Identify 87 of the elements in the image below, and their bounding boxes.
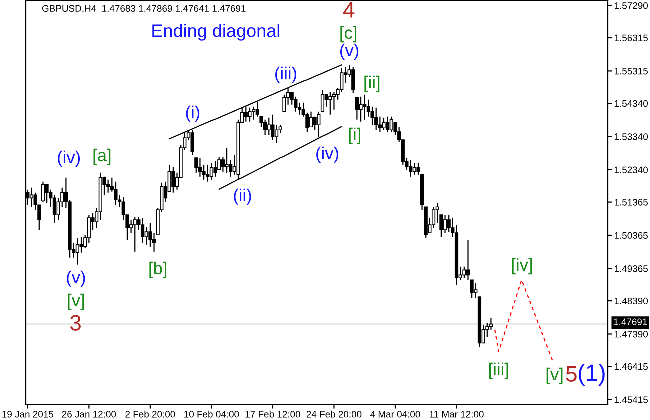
candlestick: [194, 157, 198, 174]
x-tick-label: 4 Mar 04:00: [370, 411, 420, 418]
x-tick-label: 2 Feb 20:00: [126, 410, 176, 418]
candlestick: [271, 114, 275, 141]
candlestick: [248, 107, 252, 122]
candlestick: [363, 94, 367, 120]
candlestick: [462, 266, 466, 279]
candlestick: [114, 181, 118, 206]
y-tick-label: 1.47390: [614, 331, 648, 338]
candlestick: [443, 214, 448, 234]
candlestick: [352, 66, 356, 94]
y-tick-label: 1.46415: [614, 363, 648, 370]
y-tick-label: 1.53340: [614, 134, 648, 140]
candlestick: [76, 237, 80, 266]
candlestick: [409, 159, 413, 178]
ref-line-label: 1.47691: [614, 318, 648, 326]
x-tick-label: 26 Jan 12:00: [62, 411, 116, 418]
candlestick: [252, 106, 256, 120]
candlestick: [140, 218, 145, 244]
y-tick-label: 1.51365: [614, 199, 648, 206]
candlestick: [133, 216, 137, 252]
annotation: (ii): [234, 188, 252, 206]
candlestick: [80, 236, 84, 254]
annotation: [iii]: [490, 362, 508, 380]
x-tick-label: 11 Mar 12:00: [430, 411, 484, 418]
x-tick-label: 10 Feb 04:00: [184, 410, 240, 418]
annotation: [v]: [546, 368, 563, 384]
candlestick: [244, 106, 248, 122]
candlestick: [447, 214, 451, 233]
candlestick: [386, 116, 390, 133]
y-tick-label: 1.52340: [614, 166, 648, 174]
annotation: (iv): [316, 146, 339, 164]
y-tick-label: 1.56315: [614, 34, 648, 42]
candlestick: [264, 119, 268, 136]
candlestick: [87, 214, 91, 244]
candlestick: [309, 111, 314, 128]
x-tick-label: 19 Jan 2015: [2, 411, 54, 418]
annotation: (v): [67, 270, 86, 288]
annotation: [v]: [68, 294, 84, 310]
line-series: [494, 280, 554, 361]
annotation: [ii]: [364, 76, 380, 92]
chart-title: GBPUSD,H4 1.47683 1.47869 1.47641 1.47691: [42, 5, 246, 14]
y-tick-label: 1.48390: [614, 298, 648, 305]
candlestick: [30, 187, 34, 208]
candlestick: [144, 226, 148, 246]
annotation: (v): [340, 44, 359, 60]
annotation: Ending diagonal: [152, 24, 280, 41]
annotation: (iii): [275, 66, 296, 84]
annotation: [c]: [340, 26, 357, 43]
y-tick-label: 1.55315: [614, 68, 648, 75]
annotation: (1): [578, 364, 605, 386]
y-tick-label: 1.50365: [614, 232, 648, 240]
candlestick: [45, 184, 49, 204]
candlestick: [210, 162, 214, 180]
annotation: 5: [566, 366, 577, 382]
candlestick: [41, 181, 46, 203]
candlestick: [294, 96, 298, 112]
candlestick: [328, 91, 332, 116]
candlestick: [214, 160, 218, 178]
annotation: [a]: [94, 148, 111, 166]
annotation: 4: [343, 2, 355, 18]
candlestick: [267, 117, 271, 136]
candlestick: [390, 116, 394, 133]
candlestick: [382, 117, 386, 131]
annotation: [iv]: [512, 258, 532, 275]
candlestick: [359, 96, 363, 122]
candlestick: [198, 157, 202, 178]
x-tick-label: 24 Feb 20:00: [306, 410, 362, 418]
candlestick: [313, 116, 317, 131]
y-tick-label: 1.49365: [614, 266, 648, 272]
x-tick-label: 17 Feb 12:00: [246, 410, 300, 418]
candlestick: [106, 179, 110, 194]
annotation: (i): [186, 106, 200, 122]
y-tick-label: 1.57290: [614, 2, 648, 10]
annotation: (iv): [58, 150, 80, 168]
annotation: [b]: [150, 262, 167, 278]
candlestick: [225, 147, 229, 174]
y-tick-label: 1.45415: [614, 396, 648, 404]
candlestick: [412, 162, 416, 176]
candlestick: [355, 97, 359, 120]
candlestick: [275, 124, 279, 144]
y-tick-label: 1.54340: [614, 100, 648, 108]
candlestick: [172, 166, 176, 194]
annotation: 3: [70, 315, 81, 331]
annotation: [i]: [349, 128, 360, 144]
candlestick: [206, 164, 210, 182]
candlestick: [374, 107, 378, 131]
